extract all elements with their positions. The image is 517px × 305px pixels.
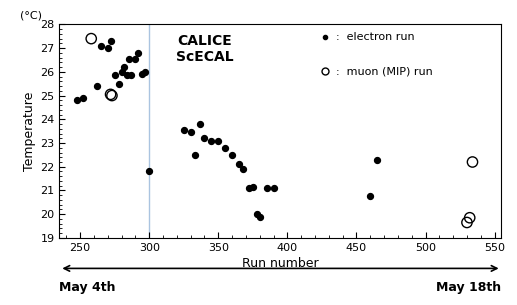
Point (466, 215, 474, 220)
Point (107, 38, 115, 43)
Point (373, 157, 382, 162)
Point (269, 186, 278, 191)
Point (79, 95, 87, 100)
X-axis label: Run number: Run number (242, 257, 319, 270)
Point (463, 220, 471, 225)
Point (108, 93, 116, 98)
Point (207, 138, 216, 143)
Point (214, 138, 222, 143)
Point (97, 43, 105, 48)
Point (187, 130, 195, 135)
Point (366, 194, 374, 199)
Point (196, 122, 205, 127)
Point (123, 73, 131, 78)
Text: :  muon (MIP) run: : muon (MIP) run (336, 66, 433, 76)
Point (201, 136, 209, 141)
Point (263, 186, 271, 191)
Text: May 18th: May 18th (436, 281, 501, 294)
Point (245, 186, 253, 191)
Point (117, 70, 126, 74)
Text: May 4th: May 4th (59, 281, 116, 294)
Point (468, 160, 477, 164)
Point (131, 56, 140, 61)
Point (141, 70, 149, 74)
Point (120, 65, 129, 70)
Point (249, 185, 257, 189)
Text: CALICE
ScECAL: CALICE ScECAL (176, 34, 233, 64)
Point (111, 73, 119, 78)
Point (104, 46, 112, 51)
Point (125, 56, 133, 61)
Point (191, 152, 199, 157)
Point (253, 212, 261, 217)
Point (179, 127, 188, 132)
Point (138, 72, 146, 77)
Point (87, 36, 95, 41)
Point (73, 98, 82, 103)
Text: (°C): (°C) (20, 10, 42, 20)
Point (228, 152, 236, 157)
Point (221, 145, 230, 150)
Y-axis label: Temperature: Temperature (23, 92, 36, 171)
Point (255, 214, 264, 219)
Point (107, 92, 115, 97)
Point (115, 81, 123, 86)
Point (239, 167, 247, 171)
Point (145, 169, 154, 174)
Text: :  electron run: : electron run (336, 32, 414, 42)
Point (93, 84, 101, 88)
Point (134, 50, 142, 55)
Point (127, 73, 135, 78)
Point (235, 162, 243, 167)
